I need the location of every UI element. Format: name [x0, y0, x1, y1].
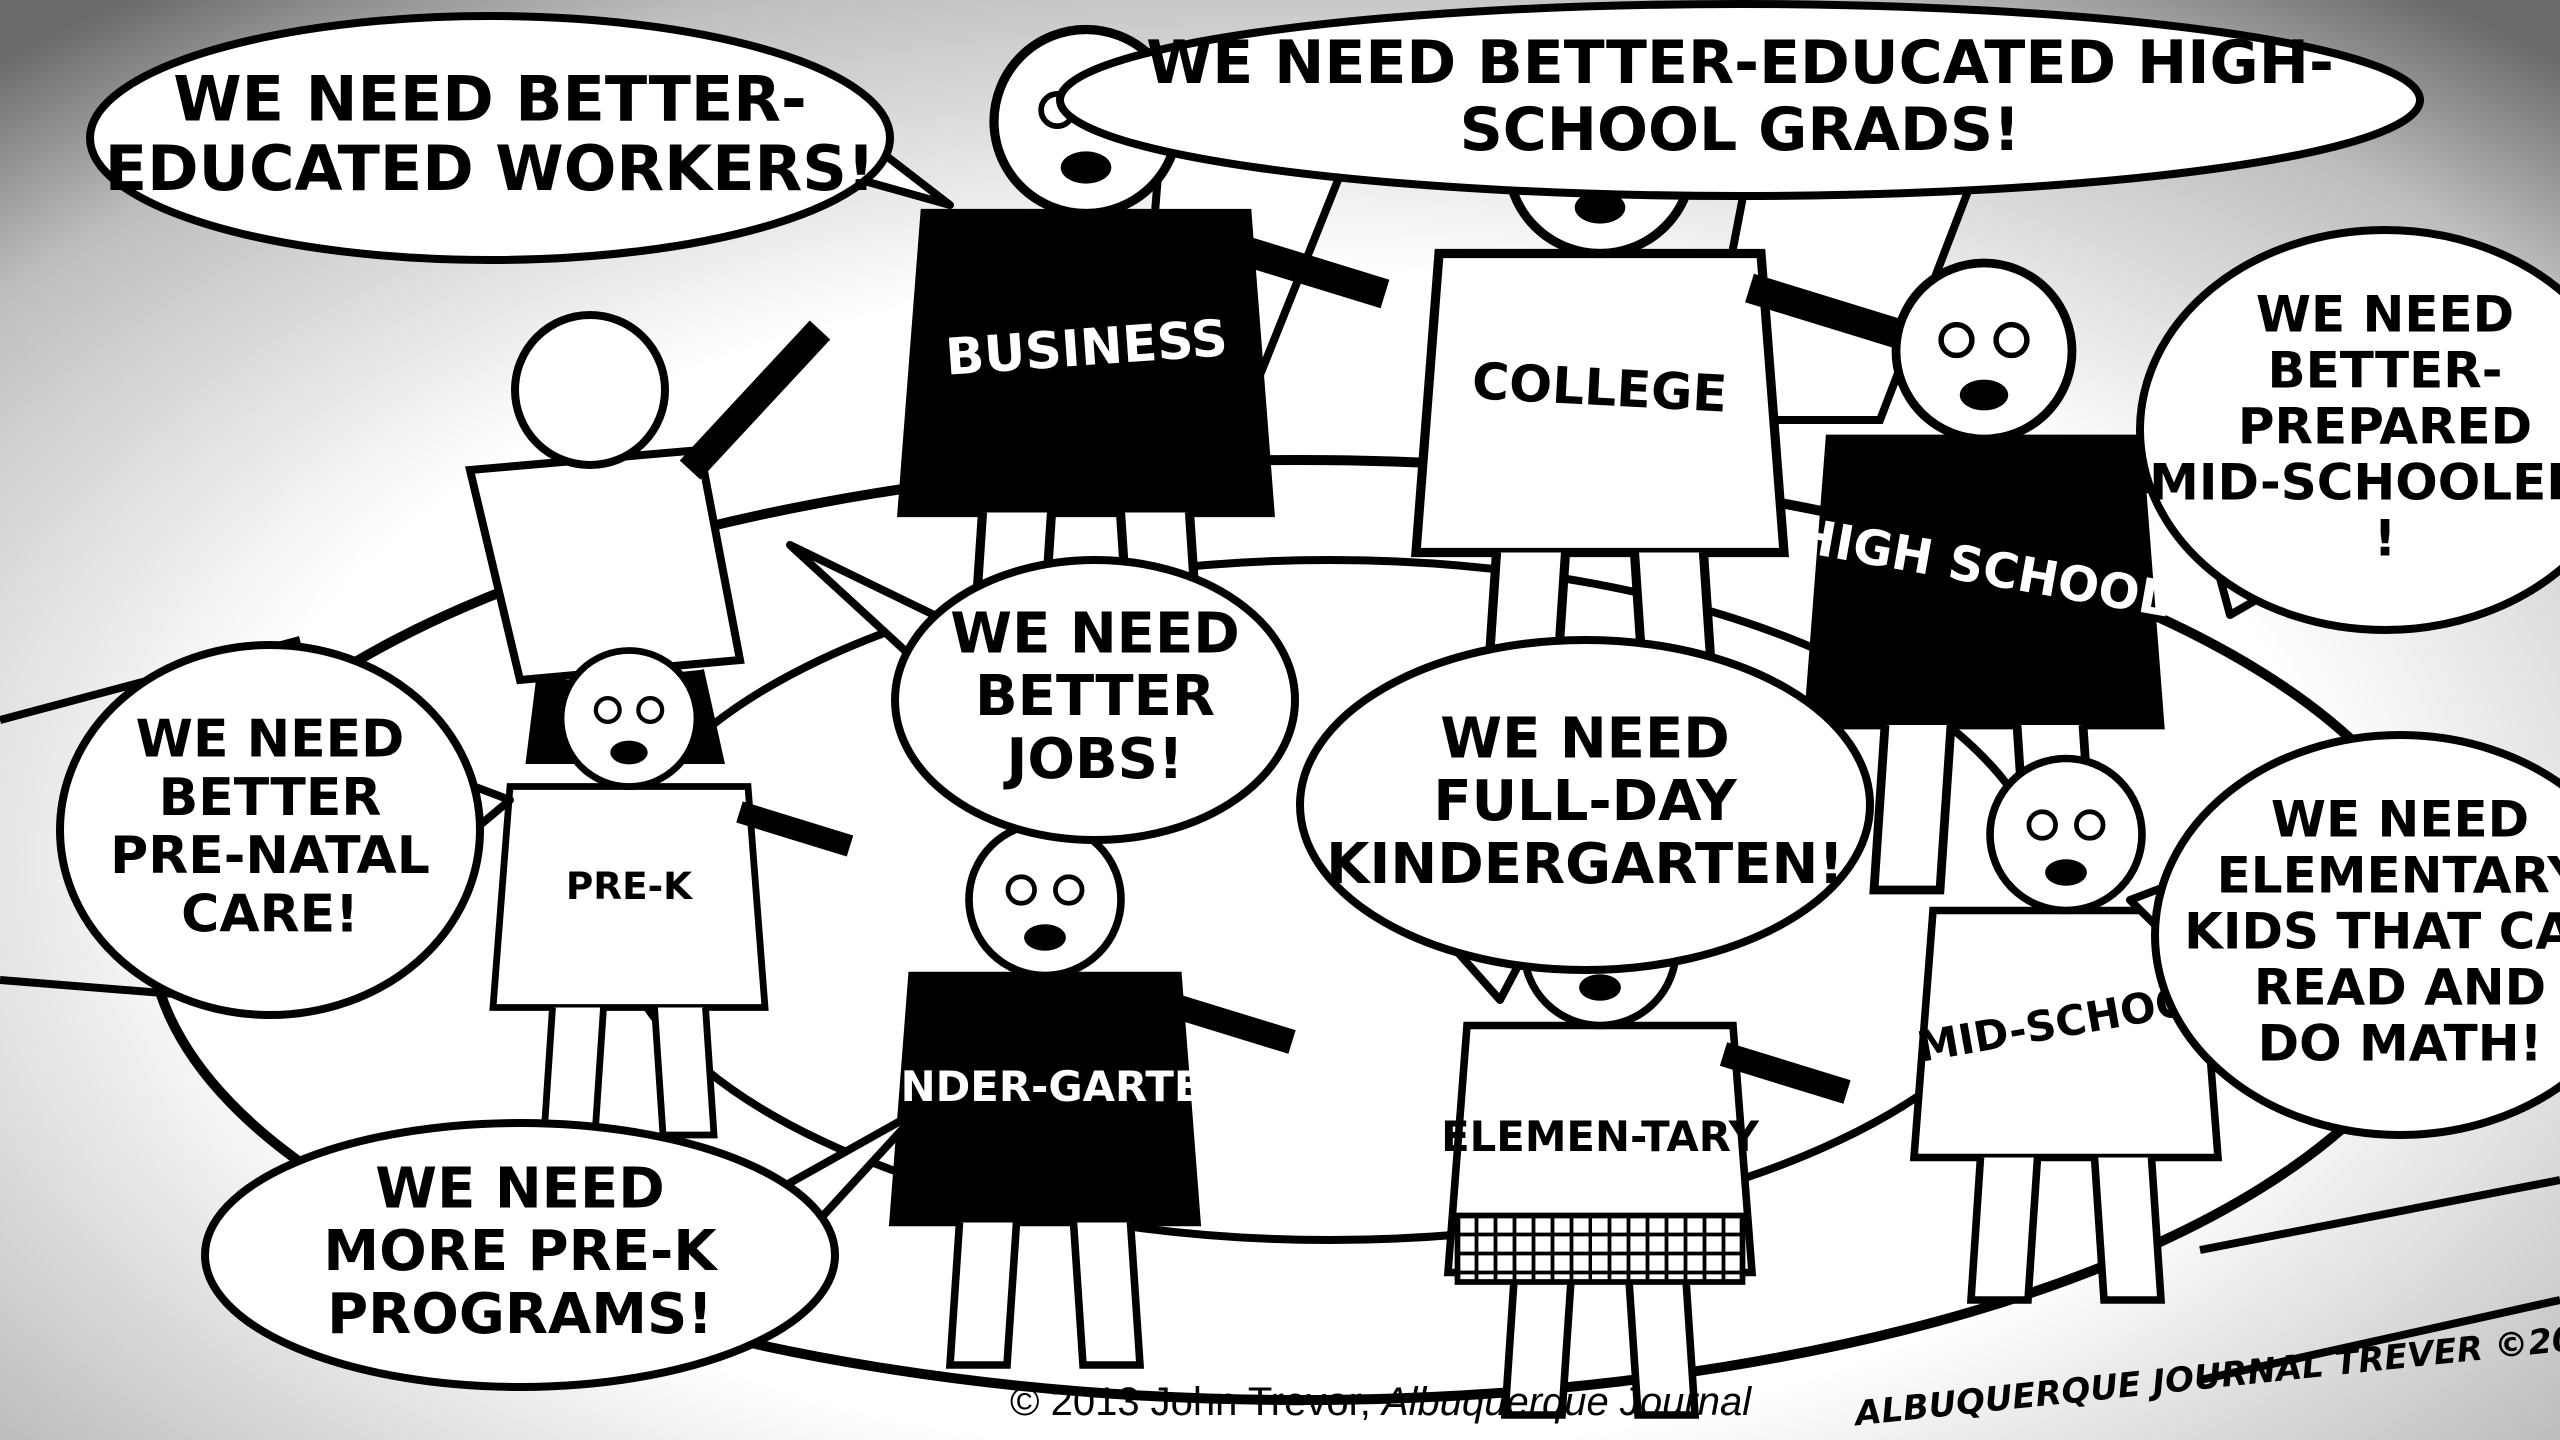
bubble-text: WE NEED [2271, 791, 2529, 849]
bubble-text: KINDERGARTEN! [1326, 832, 1844, 897]
bubble-text: WE NEED [136, 710, 405, 770]
character-eye [2029, 812, 2056, 839]
character-mouth [1960, 380, 2008, 411]
worker-body [470, 450, 740, 680]
character-mouth [1024, 924, 1066, 951]
bubble-text: WE NEED [1440, 706, 1729, 771]
character-eye [2076, 812, 2103, 839]
bubble-text: WE NEED BETTER- [173, 62, 806, 135]
credit: © 2013 John Trevor, Albuquerque Journal [1010, 1380, 1752, 1424]
character-eye [1008, 877, 1035, 904]
bubble-text: ! [2374, 510, 2397, 568]
bubble-text: SCHOOL GRADS! [1460, 95, 2021, 165]
bubble-text: WE NEED [2256, 286, 2514, 344]
bubble-text: KIDS THAT CAN [2184, 903, 2560, 961]
cartoon: BUSINESSCOLLEGEHIGH SCHOOLPRE-KKINDER-GA… [0, 0, 2560, 1440]
bubble-text: MORE PRE-K [323, 1219, 719, 1284]
bubble-text: PREPARED [2238, 398, 2532, 456]
bubble-text: BETTER [975, 664, 1215, 729]
character-head [561, 651, 697, 787]
bubble-text: WE NEED BETTER-EDUCATED HIGH- [1146, 28, 2334, 98]
page: { "speech_bubbles": [ {"speaker": "worke… [0, 0, 2560, 1440]
bubble-text: WE NEED [375, 1156, 664, 1221]
credit-publication: Albuquerque Journal [1380, 1380, 1752, 1424]
character-head [1990, 759, 2142, 911]
bubble-text: JOBS! [1003, 727, 1184, 792]
character-mouth [2045, 859, 2087, 886]
character-mouth [1579, 974, 1621, 1001]
character-eye [596, 698, 620, 722]
bubble-text: BETTER [159, 768, 382, 828]
bubble-text: PROGRAMS! [327, 1282, 713, 1347]
character-label: PRE-K [566, 864, 694, 908]
bubble-text: PRE-NATAL [110, 826, 430, 886]
bubble-text: EDUCATED WORKERS! [105, 132, 875, 205]
bubble-text: ELEMENTARY [2217, 847, 2560, 905]
character-head [969, 824, 1121, 976]
character-eye [638, 698, 662, 722]
character-eye [1996, 325, 2027, 356]
credit-text: © 2013 John Trevor, [1010, 1380, 1371, 1424]
bubble-text: MID-SCHOOLERS [2149, 454, 2560, 512]
speech-bubble: WE NEED BETTER-EDUCATED HIGH-SCHOOL GRAD… [1060, 4, 2420, 196]
worker-head [515, 315, 665, 465]
character-label: KINDER-GARTEN [853, 1062, 1238, 1111]
bubble-text: CARE! [181, 884, 359, 944]
bubble-text: READ AND [2254, 959, 2546, 1017]
bubble-text: FULL-DAY [1433, 769, 1738, 834]
character-head [1896, 263, 2072, 439]
character-mouth [610, 741, 647, 765]
bubble-text: WE NEED [950, 601, 1239, 666]
character-eye [1941, 325, 1972, 356]
character-mouth [1061, 151, 1112, 183]
character-eye [1055, 877, 1082, 904]
bubble-text: BETTER- [2267, 342, 2502, 400]
character-label: ELEMEN-TARY [1441, 1112, 1760, 1161]
character-skirt [1458, 1216, 1743, 1283]
bubble-text: DO MATH! [2258, 1015, 2543, 1073]
